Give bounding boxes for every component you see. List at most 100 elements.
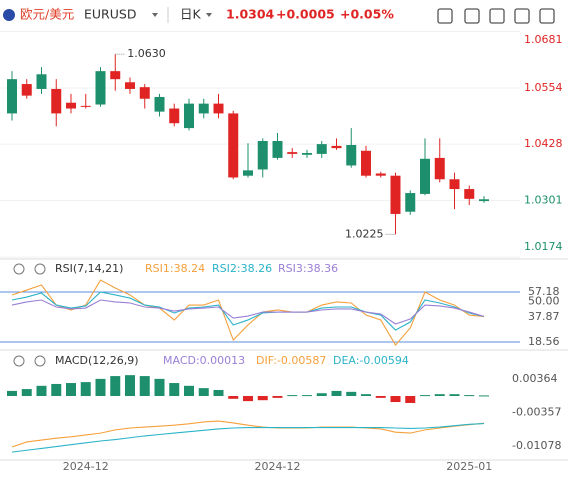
dropdown-arrow[interactable] (206, 13, 212, 17)
settings-icon[interactable] (34, 355, 46, 367)
tool-icon[interactable] (437, 8, 453, 24)
candle-body (198, 103, 209, 114)
macd-bar (287, 395, 298, 397)
eye-icon[interactable] (13, 355, 25, 367)
candle-body (449, 179, 460, 190)
macd-bar (139, 376, 150, 397)
macd-bar (110, 376, 121, 397)
dropdown-arrow[interactable] (152, 13, 158, 17)
macd-bar (464, 395, 475, 397)
y-tick-label: 0.00364 (512, 372, 558, 385)
indicator-line (11, 423, 485, 453)
x-tick-label: 2024-12 (255, 460, 301, 473)
flag-icon (3, 9, 15, 21)
macd-bar (169, 383, 180, 397)
candle-body (7, 79, 17, 114)
candle-body (110, 71, 121, 80)
candle-body (390, 175, 401, 214)
macd-bar (228, 396, 239, 399)
candle-body (316, 144, 327, 154)
rsi-title: RSI(7,14,21) (55, 262, 123, 275)
macd-bar (243, 396, 253, 402)
candle-body (51, 88, 62, 114)
candle-body (80, 105, 91, 107)
macd-bar (95, 378, 106, 397)
candle-body (139, 87, 150, 99)
macd-bar (420, 395, 430, 397)
macd-bar (375, 396, 386, 398)
candle-body (21, 84, 32, 96)
candle-body (213, 103, 224, 114)
indicator-line (11, 299, 485, 325)
candle-body (228, 113, 239, 178)
candle-body (169, 108, 180, 124)
y-tick-label: 1.0681 (524, 33, 563, 46)
candle-body (154, 96, 165, 112)
tool-icon[interactable] (464, 8, 480, 24)
legend-entry: MACD:0.00013 (163, 354, 245, 367)
candle-body (66, 102, 76, 109)
candle-body (95, 71, 106, 105)
candle-body (272, 140, 283, 158)
y-tick-label: 1.0174 (524, 240, 563, 253)
macd-bar (198, 388, 209, 397)
candle-body (405, 193, 416, 212)
macd-bar (213, 389, 224, 397)
macd-bar (154, 378, 165, 397)
legend-entry: DIF:-0.00587 (256, 354, 326, 367)
candle-body (302, 153, 312, 155)
candle-body (287, 152, 298, 154)
candle-body (346, 145, 357, 166)
candle-body (479, 199, 489, 202)
y-tick-label: 18.56 (528, 335, 560, 348)
macd-bar (66, 383, 76, 397)
macd-bar (316, 393, 327, 397)
candle-body (420, 158, 430, 194)
macd-bar (7, 390, 17, 397)
macd-bar (257, 396, 268, 401)
candle-body (375, 173, 386, 176)
low-annotation: 1.0225 (345, 227, 384, 240)
y-tick-label: 50.00 (528, 294, 560, 307)
macd-bar (36, 385, 47, 397)
symbol[interactable]: EURUSD (84, 7, 136, 22)
y-tick-label: -0.00357 (512, 406, 561, 419)
y-tick-label: 1.0428 (524, 137, 563, 150)
macd-bar (21, 389, 32, 397)
macd-bar (80, 382, 91, 397)
high-annotation: 1.0630 (127, 47, 166, 60)
tool-icon[interactable] (539, 8, 555, 24)
candle-body (184, 103, 194, 129)
candle-body (464, 189, 475, 199)
tool-icon[interactable] (514, 8, 530, 24)
x-tick-label: 2024-12 (63, 460, 109, 473)
y-tick-label: 1.0301 (524, 194, 563, 207)
indicator-line (11, 291, 485, 331)
candle-body (257, 140, 268, 170)
macd-bar (405, 396, 416, 403)
legend-entry: DEA:-0.00594 (333, 354, 409, 367)
macd-bar (449, 394, 460, 397)
legend-entry: RSI3:38.36 (278, 262, 338, 275)
macd-bar (346, 391, 357, 397)
tool-icon[interactable] (489, 8, 505, 24)
macd-bar (51, 383, 62, 397)
y-tick-label: 1.0554 (524, 81, 563, 94)
change: +0.0005 (276, 7, 335, 22)
period[interactable]: 日K (180, 7, 202, 22)
macd-bar (302, 395, 312, 397)
indicator-line (11, 420, 485, 448)
y-tick-label: 37.87 (528, 310, 560, 323)
change-pct: +0.05% (340, 7, 394, 22)
candle-body (125, 82, 135, 89)
legend-entry: RSI2:38.26 (212, 262, 272, 275)
y-tick-label: -0.01078 (512, 439, 561, 452)
eye-icon[interactable] (13, 263, 25, 275)
macd-bar (125, 375, 135, 397)
candle-body (36, 74, 47, 89)
macd-bar (272, 396, 283, 398)
macd-bar (479, 395, 489, 397)
settings-icon[interactable] (34, 263, 46, 275)
macd-bar (331, 390, 342, 397)
